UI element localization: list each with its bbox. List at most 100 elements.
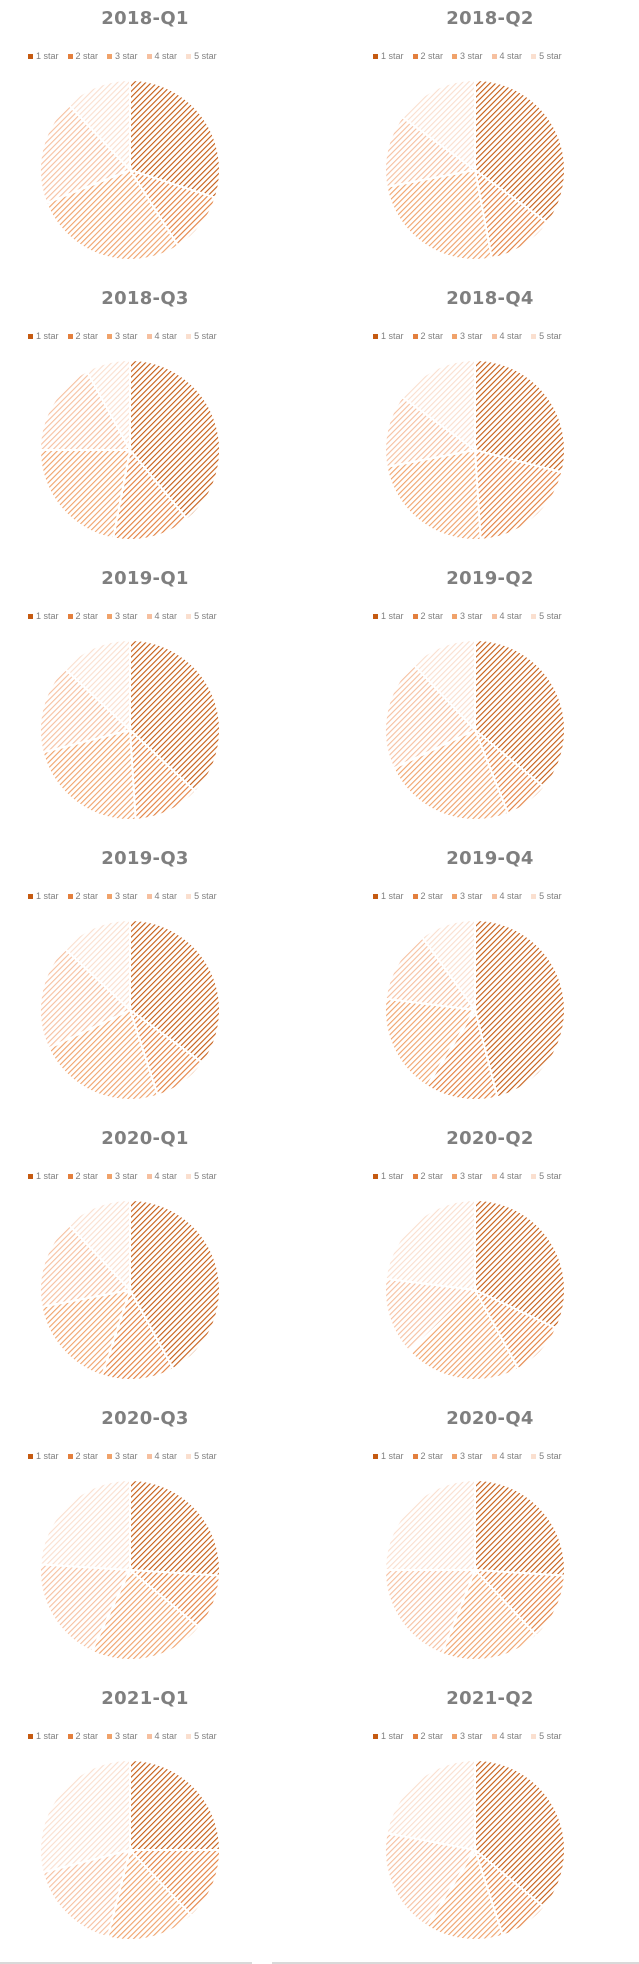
legend-swatch [28, 613, 33, 619]
legend-item: 4 star [491, 330, 522, 342]
legend-swatch [491, 1453, 497, 1459]
chart-legend: 1 star 2 star 3 star 4 star 5 star [373, 1450, 613, 1462]
legend-item: 2 star [412, 1730, 443, 1742]
pie-slice-5-star [400, 358, 476, 452]
legend-item: 3 star [452, 1170, 483, 1182]
legend-label: 1 star [381, 1171, 404, 1181]
chart-title: 2019-Q2 [446, 568, 534, 589]
chart-legend: 1 star 2 star 3 star 4 star 5 star [28, 1730, 268, 1742]
legend-item: 4 star [491, 890, 522, 902]
pie-slice-4-star [383, 1569, 477, 1655]
legend-item: 3 star [452, 330, 483, 342]
pie-slice-3-star [385, 448, 482, 541]
pie-slice-4-star [41, 1848, 132, 1939]
legend-label: 3 star [115, 1171, 138, 1181]
legend-swatch [373, 1733, 378, 1739]
legend-item: 5 star [531, 50, 562, 62]
legend-item: 5 star [186, 1730, 217, 1742]
chart-title: 2019-Q3 [101, 848, 189, 869]
legend-item: 1 star [28, 330, 59, 342]
legend-label: 2 star [75, 611, 99, 621]
legend-swatch [146, 613, 152, 619]
pie [39, 1198, 221, 1381]
legend-item: 3 star [107, 50, 138, 62]
pie-slice-1-star [474, 78, 566, 225]
legend-label: 5 star [194, 51, 217, 61]
pie-slice-1-star [129, 78, 221, 200]
legend-label: 5 star [539, 51, 562, 61]
legend-label: 2 star [75, 1171, 99, 1181]
pie-slice-1-star [474, 358, 566, 474]
legend-swatch [28, 1453, 33, 1459]
chart-title: 2021-Q2 [446, 1688, 534, 1709]
pie-slice-2-star [128, 727, 198, 821]
pie-slice-4-star [39, 1563, 132, 1653]
legend-swatch [67, 53, 73, 59]
legend-swatch [452, 1733, 458, 1739]
legend-item: 5 star [186, 610, 217, 622]
legend-swatch [531, 1453, 537, 1459]
legend-label: 5 star [539, 891, 562, 901]
legend-label: 2 star [75, 891, 99, 901]
legend-item: 3 star [107, 610, 138, 622]
legend-item: 1 star [28, 890, 59, 902]
legend-label: 1 star [36, 331, 59, 341]
legend-swatch [186, 613, 192, 619]
legend-swatch [491, 613, 497, 619]
legend-swatch [67, 613, 73, 619]
pie-chart-2018-Q3: 2018-Q3 1 star 2 star 3 star 4 star 5 star [0, 280, 290, 560]
legend-swatch [412, 893, 418, 899]
legend-item: 3 star [107, 330, 138, 342]
pie-slice-1-star [129, 638, 221, 794]
legend-item: 4 star [491, 1450, 523, 1462]
legend-label: 5 star [194, 1451, 217, 1461]
legend-item: 3 star [452, 1450, 483, 1462]
legend-item: 4 star [491, 1730, 522, 1742]
legend-label: 3 star [460, 1171, 483, 1181]
pie [39, 1478, 221, 1661]
pie-slice-5-star [411, 638, 476, 733]
pie-chart-2020-Q4: 2020-Q4 1 star 2 star 3 star 4 star 5 star [345, 1400, 635, 1680]
pie-slice-4-star [384, 115, 478, 189]
pie-slice-4-star [384, 1277, 478, 1354]
legend-swatch [452, 613, 458, 619]
legend-swatch [146, 1173, 152, 1179]
pie-slice-2-star [100, 1287, 175, 1381]
pie [384, 1758, 567, 1942]
legend-item: 4 star [146, 890, 177, 902]
legend-label: 2 star [75, 51, 99, 61]
legend-swatch [412, 1173, 418, 1179]
chart-title: 2019-Q4 [446, 848, 534, 869]
pie-slice-3-star [90, 1568, 201, 1661]
legend-item: 4 star [491, 610, 522, 622]
legend-swatch [107, 1733, 113, 1739]
legend-swatch [531, 1173, 537, 1179]
pie-slice-5-star [384, 1198, 476, 1292]
legend-label: 1 star [381, 1451, 404, 1461]
legend-item: 5 star [531, 890, 562, 902]
legend-item: 4 star [491, 1170, 522, 1182]
pie-slice-1-star [129, 1198, 221, 1371]
legend-item: 4 star [146, 610, 177, 622]
pie-slice-3-star [407, 1288, 520, 1382]
legend-swatch [186, 1733, 192, 1739]
legend-label: 4 star [499, 1451, 523, 1461]
pie-slice-4-star [39, 102, 132, 205]
legend-label: 5 star [194, 891, 217, 901]
legend-item: 5 star [531, 610, 562, 622]
legend-label: 5 star [539, 1731, 562, 1741]
legend-swatch [107, 1453, 113, 1459]
legend-label: 3 star [115, 611, 138, 621]
pie-slice-5-star [66, 78, 131, 173]
legend-item: 4 star [146, 1450, 177, 1462]
legend-label: 2 star [420, 331, 444, 341]
legend-item: 1 star [28, 610, 59, 622]
pie [384, 918, 566, 1101]
pie-slice-1-star [474, 1758, 567, 1909]
legend-swatch [412, 1453, 418, 1459]
chart-legend: 1 star 2 star 3 star 4 star 5 star [373, 330, 613, 342]
legend-label: 5 star [539, 1171, 562, 1181]
legend-swatch [107, 53, 113, 59]
legend-label: 3 star [460, 1731, 483, 1741]
pie-slice-1-star [474, 638, 567, 789]
